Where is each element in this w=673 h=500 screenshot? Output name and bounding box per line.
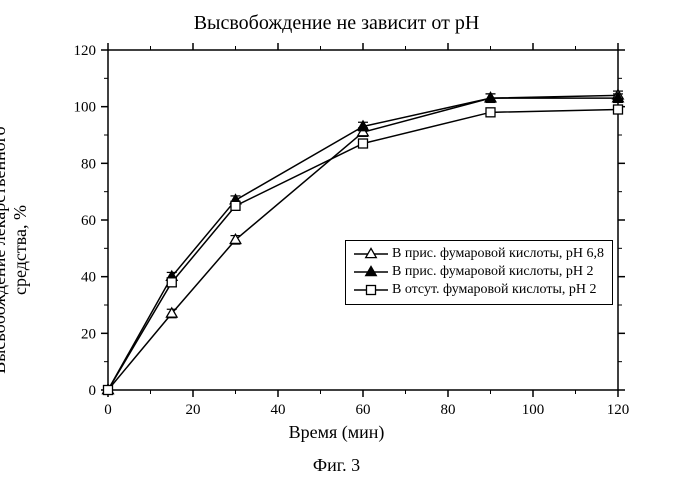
svg-text:120: 120 xyxy=(607,402,630,418)
legend-label: В прис. фумаровой кислоты, pH 2 xyxy=(392,263,594,281)
svg-text:80: 80 xyxy=(441,402,456,418)
svg-text:80: 80 xyxy=(81,156,96,172)
legend-item: В прис. фумаровой кислоты, pH 6,8 xyxy=(354,245,604,263)
legend-item: В отсут. фумаровой кислоты, pH 2 xyxy=(354,281,604,299)
legend: В прис. фумаровой кислоты, pH 6,8В прис.… xyxy=(345,240,613,305)
y-axis-label: Высвобождение лекарственногосредства, % xyxy=(0,40,31,460)
chart-container: Высвобождение не зависит от pH Высвобожд… xyxy=(0,0,673,500)
svg-text:60: 60 xyxy=(356,402,371,418)
x-axis-label: Время (мин) xyxy=(0,422,673,443)
svg-text:0: 0 xyxy=(89,383,97,399)
legend-swatch xyxy=(354,265,388,279)
svg-text:40: 40 xyxy=(81,270,96,286)
legend-label: В отсут. фумаровой кислоты, pH 2 xyxy=(392,281,597,299)
svg-text:60: 60 xyxy=(81,213,96,229)
svg-text:100: 100 xyxy=(522,402,545,418)
chart-title: Высвобождение не зависит от pH xyxy=(0,12,673,35)
y-axis-label-text: Высвобождение лекарственногосредства, % xyxy=(0,126,30,373)
legend-swatch xyxy=(354,247,388,261)
legend-item: В прис. фумаровой кислоты, pH 2 xyxy=(354,263,604,281)
legend-label: В прис. фумаровой кислоты, pH 6,8 xyxy=(392,245,604,263)
svg-text:20: 20 xyxy=(81,326,96,342)
svg-text:20: 20 xyxy=(186,402,201,418)
figure-caption: Фиг. 3 xyxy=(0,455,673,476)
svg-text:100: 100 xyxy=(74,100,97,116)
svg-text:0: 0 xyxy=(104,402,112,418)
legend-swatch xyxy=(354,283,388,297)
svg-text:40: 40 xyxy=(271,402,286,418)
svg-text:120: 120 xyxy=(74,43,97,59)
